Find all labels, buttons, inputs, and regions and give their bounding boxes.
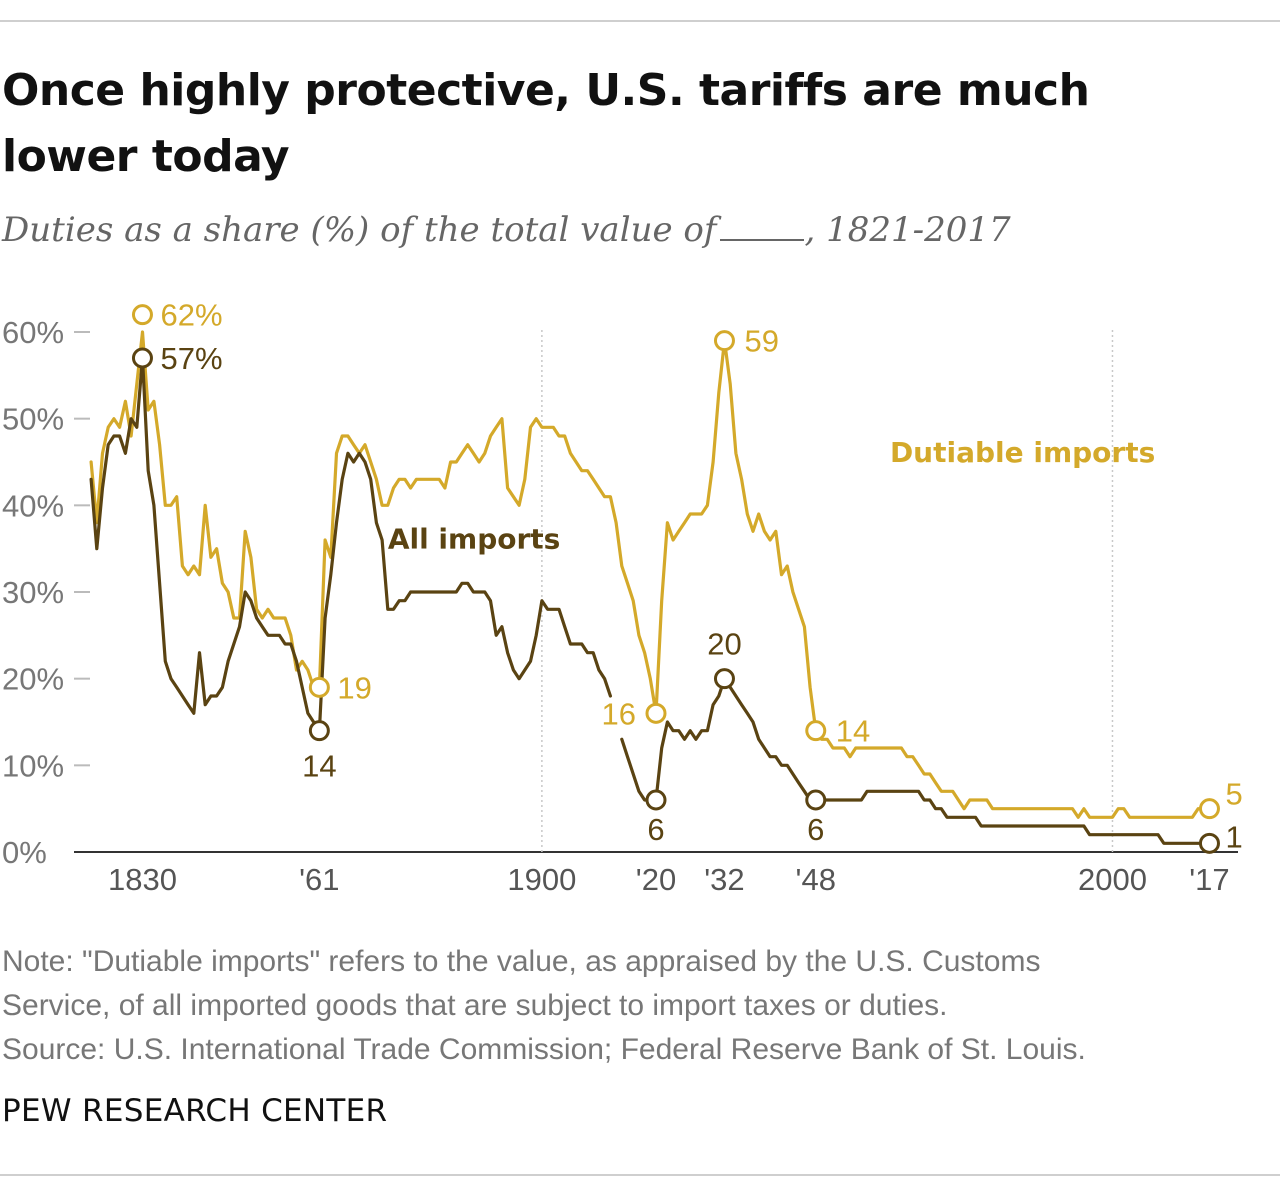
data-label: 57%	[160, 341, 222, 376]
data-label: 59	[744, 324, 778, 359]
y-tick-label: 30%	[2, 575, 64, 610]
x-tick-label: 1830	[108, 862, 177, 897]
series-name-label: Dutiable imports	[890, 436, 1155, 469]
note-line-2: Service, of all imported goods that are …	[2, 989, 948, 1022]
line-chart: 0% 10% 20% 30% 40% 50% 60% 1830 '61 1900 '20 '32 '48…	[2, 298, 1243, 897]
data-point-marker	[1198, 832, 1220, 854]
data-point-marker	[713, 668, 735, 690]
chart-axes: 0% 10% 20% 30% 40% 50% 60% 1830 '61 1900 '20 '32 '48…	[2, 315, 1238, 897]
data-label: 6	[647, 812, 664, 847]
series-name-label: All imports	[388, 523, 561, 556]
y-tick-label: 0%	[2, 835, 47, 870]
data-label: 16	[602, 696, 636, 731]
data-point-marker	[131, 304, 153, 326]
y-tick-label: 10%	[2, 748, 64, 783]
source-line: Source: U.S. International Trade Commiss…	[2, 1033, 1086, 1066]
chart-notes: Note: "Dutiable imports" refers to the v…	[2, 940, 1272, 1072]
y-tick-label: 50%	[2, 402, 64, 437]
data-point-marker	[308, 720, 330, 742]
subtitle-years: , 1821-2017	[804, 210, 1011, 250]
title-line-2: lower today	[2, 131, 290, 182]
data-label: 1	[1225, 819, 1242, 854]
reference-lines	[541, 330, 1114, 852]
data-label: 5	[1225, 777, 1242, 812]
chart-labels: 62% 57% 19 14 16 6 59 20 14 6 5 1 Dutiable imports Al…	[160, 298, 1242, 855]
x-tick-label: '48	[796, 862, 836, 897]
series-line-dutiable-imports	[89, 330, 1212, 819]
x-tick-label: '32	[704, 862, 744, 897]
data-label: 62%	[160, 298, 222, 333]
data-label: 20	[707, 627, 741, 662]
data-point-marker	[805, 720, 827, 742]
top-rule	[0, 20, 1280, 22]
subtitle-text: Duties as a share (%) of the total value…	[2, 210, 717, 250]
x-tick-label: 2000	[1078, 862, 1147, 897]
series-lines	[89, 330, 1212, 845]
y-tick-label: 20%	[2, 662, 64, 697]
y-tick-label: 60%	[2, 315, 64, 350]
x-tick-label: 1900	[507, 862, 576, 897]
data-point-marker	[713, 330, 735, 352]
title-line-1: Once highly protective, U.S. tariffs are…	[2, 65, 1090, 116]
annotation-markers	[131, 304, 1220, 854]
data-label: 19	[337, 670, 371, 705]
y-tick-label: 40%	[2, 488, 64, 523]
chart-title: Once highly protective, U.S. tariffs are…	[2, 58, 1202, 190]
x-tick-label: '17	[1189, 862, 1229, 897]
series-line-all-imports	[89, 356, 1212, 845]
data-point-marker	[645, 789, 667, 811]
data-point-marker	[308, 676, 330, 698]
data-point-marker	[131, 347, 153, 369]
chart-subtitle: Duties as a share (%) of the total value…	[2, 206, 1272, 254]
data-label: 6	[807, 812, 824, 847]
pew-brand: PEW RESEARCH CENTER	[2, 1093, 388, 1129]
data-point-marker	[645, 702, 667, 724]
note-line-1: Note: "Dutiable imports" refers to the v…	[2, 945, 1041, 978]
x-tick-label: '20	[636, 862, 676, 897]
x-tick-label: '61	[299, 862, 339, 897]
data-point-marker	[805, 789, 827, 811]
subtitle-blank	[720, 209, 805, 241]
data-label: 14	[836, 714, 870, 749]
data-label: 14	[302, 749, 336, 784]
data-point-marker	[1198, 798, 1220, 820]
bottom-rule	[0, 1174, 1280, 1176]
